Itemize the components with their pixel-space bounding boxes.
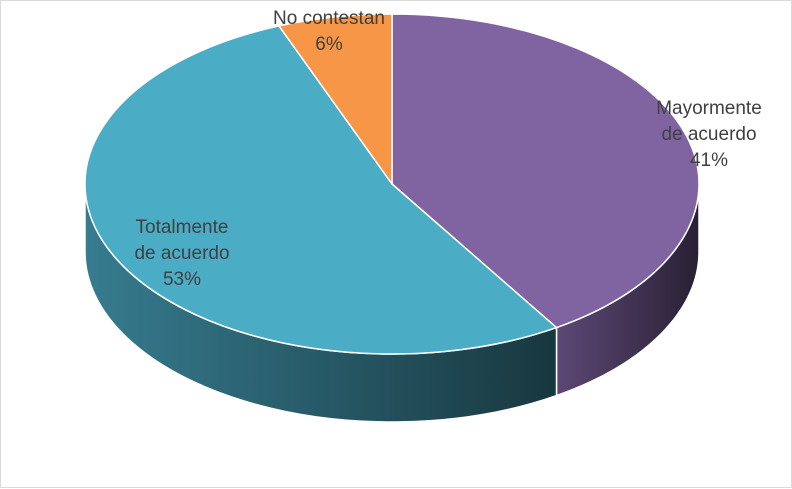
data-label-no-contestan: No contestan 6%: [273, 8, 385, 55]
data-label-totalmente-de-acuerdo: Totalmente de acuerdo 53%: [134, 217, 229, 290]
data-labels: Mayormente de acuerdo 41% Totalmente de acue…: [134, 8, 761, 290]
pie-slice-mayormente-de-acuerdo: [391, 13, 700, 329]
data-label-category: Totalmente: [136, 217, 229, 238]
data-label-category: de acuerdo: [661, 124, 756, 145]
pie-top-layer: [84, 13, 700, 355]
data-label-percent: 41%: [690, 150, 728, 171]
data-label-category: Mayormente: [656, 98, 762, 119]
data-label-category: No contestan: [273, 8, 385, 29]
pie-slice-no-contestan: [278, 13, 393, 185]
pie-slice-totalmente-de-acuerdo: [84, 25, 558, 355]
data-label-percent: 6%: [315, 34, 343, 55]
data-label-percent: 53%: [163, 269, 201, 290]
data-label-category: de acuerdo: [134, 243, 229, 264]
data-label-mayormente-de-acuerdo: Mayormente de acuerdo 41%: [656, 98, 762, 171]
